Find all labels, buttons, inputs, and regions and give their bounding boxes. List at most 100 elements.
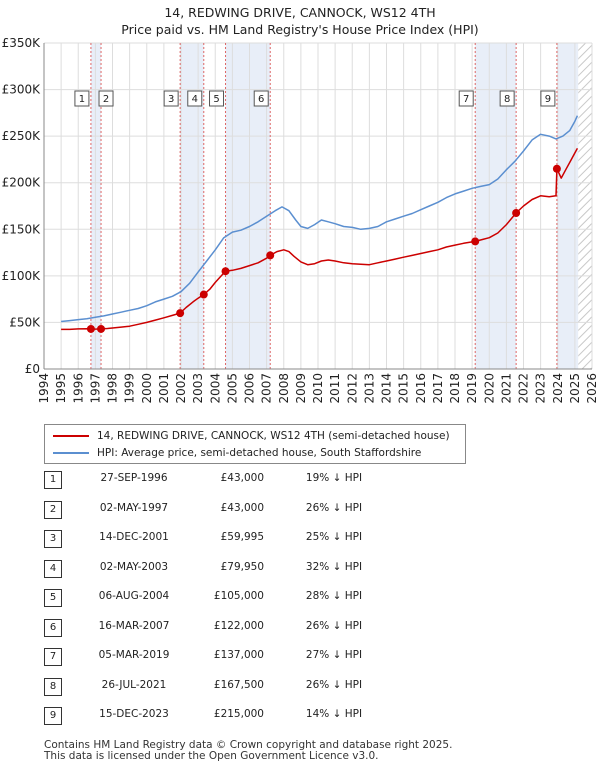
legend-label-price: 14, REDWING DRIVE, CANNOCK, WS12 4TH (se… (97, 430, 450, 442)
x-tick-label: 2024 (551, 373, 565, 404)
sale-number-badge: 8 (44, 677, 62, 696)
sale-marker-label: 8 (504, 94, 510, 105)
hpi-line (61, 115, 579, 323)
sale-price: £59,995 (220, 531, 264, 543)
sale-row: 2 02-MAY-1997 £43,000 26% ↓ HPI (44, 500, 444, 521)
sale-point (266, 251, 275, 260)
y-tick-label: £300K (2, 83, 42, 97)
x-tick-label: 2025 (568, 373, 582, 404)
footer-copyright: Contains HM Land Registry data © Crown c… (44, 739, 453, 751)
sale-marker-label: 3 (168, 94, 174, 105)
sale-marker-box (458, 90, 474, 107)
legend-swatch-price (53, 435, 89, 437)
x-tick-label: 2000 (140, 373, 154, 404)
sale-point (199, 290, 208, 299)
sale-marker-label: 7 (463, 94, 469, 105)
x-tick-label: 2004 (208, 373, 222, 404)
sale-hpi-comparison: 26% ↓ HPI (305, 619, 363, 632)
x-tick-label: 2023 (534, 373, 548, 404)
y-tick-label: £350K (2, 36, 42, 50)
sale-point (86, 324, 95, 333)
sale-marker-label: 9 (545, 94, 551, 105)
sale-hpi-comparison: 32% ↓ HPI (305, 560, 363, 573)
x-tick-label: 2020 (482, 373, 496, 404)
x-tick-label: 2005 (225, 373, 239, 404)
sale-marker-label: 2 (103, 94, 109, 105)
ownership-band (90, 43, 102, 369)
sale-marker-label: 6 (258, 94, 264, 105)
sale-number-badge: 1 (44, 471, 62, 489)
sale-point (552, 164, 561, 173)
sale-price: £215,000 (213, 708, 264, 720)
sale-marker-box (74, 90, 90, 107)
sale-number-badge: 3 (44, 530, 62, 548)
legend-swatch-hpi (53, 452, 89, 454)
x-tick-label: 2018 (448, 373, 462, 404)
sale-hpi-comparison: 14% ↓ HPI (305, 708, 363, 720)
sale-row: 4 02-MAY-2003 £79,950 32% ↓ HPI (44, 559, 444, 580)
sale-hpi-comparison: 25% ↓ HPI (305, 531, 363, 543)
sale-price: £43,000 (220, 501, 264, 514)
sale-date: 16-MAR-2007 (98, 619, 170, 632)
x-tick-label: 2026 (585, 373, 599, 404)
footer-licence: This data is licensed under the Open Gov… (44, 750, 379, 762)
x-tick-label: 2007 (260, 373, 274, 404)
x-tick-label: 1995 (54, 373, 68, 404)
sale-marker-box (209, 90, 225, 107)
sale-price: £122,000 (213, 619, 264, 632)
sale-row: 6 16-MAR-2007 £122,000 26% ↓ HPI (44, 618, 444, 639)
x-tick-label: 2006 (243, 373, 257, 404)
sale-number-badge: 5 (44, 589, 62, 607)
x-tick-label: 1998 (106, 373, 120, 404)
sale-marker-box (253, 90, 269, 107)
x-tick-label: 1996 (71, 373, 85, 404)
sale-date: 14-DEC-2001 (99, 531, 169, 543)
sale-point (512, 208, 521, 217)
sale-number-badge: 6 (44, 618, 62, 637)
chart-title-block: 14, REDWING DRIVE, CANNOCK, WS12 4TH Pri… (0, 4, 600, 38)
chart-title: 14, REDWING DRIVE, CANNOCK, WS12 4TH (164, 5, 436, 20)
sale-marker-label: 1 (79, 94, 85, 105)
x-tick-label: 2010 (311, 373, 325, 404)
x-tick-label: 2002 (174, 373, 188, 404)
x-tick-label: 2014 (380, 373, 394, 404)
sale-number-badge: 4 (44, 559, 62, 578)
y-tick-label: £250K (2, 129, 42, 143)
x-tick-label: 2015 (397, 373, 411, 404)
chart-subtitle: Price paid vs. HM Land Registry's House … (121, 22, 479, 37)
sale-hpi-comparison: 27% ↓ HPI (305, 649, 363, 661)
sale-point (471, 237, 480, 246)
sale-number-badge: 7 (44, 648, 62, 666)
sale-point (176, 309, 185, 318)
sale-hpi-comparison: 28% ↓ HPI (305, 590, 363, 602)
sale-marker-box (540, 90, 556, 107)
sale-hpi-comparison: 19% ↓ HPI (305, 472, 363, 484)
x-tick-label: 2017 (431, 373, 445, 404)
y-tick-label: £200K (2, 176, 42, 190)
x-tick-label: 2013 (362, 373, 376, 404)
sale-date: 06-AUG-2004 (98, 590, 170, 602)
sale-date: 05-MAR-2019 (98, 649, 170, 661)
sale-point (221, 267, 230, 276)
sale-date: 27-SEP-1996 (100, 472, 168, 484)
y-tick-label: £0 (25, 362, 40, 376)
sale-hpi-comparison: 26% ↓ HPI (305, 501, 363, 514)
x-tick-label: 2021 (499, 373, 513, 404)
x-tick-label: 1994 (37, 373, 51, 404)
x-tick-label: 2012 (345, 373, 359, 404)
price-chart: 1 2 3 4 5 6 7 8 9 £0 £50K £100K £150K £200K £250K £300… (2, 36, 599, 404)
sale-price: £43,000 (220, 472, 264, 484)
sale-hpi-comparison: 26% ↓ HPI (305, 678, 363, 691)
sale-marker-box (163, 90, 179, 107)
sale-price: £79,950 (220, 560, 264, 573)
sale-price: £167,500 (213, 678, 264, 691)
x-tick-label: 2011 (328, 373, 342, 404)
x-tick-label: 2009 (294, 373, 308, 404)
x-tick-label: 2003 (191, 373, 205, 404)
sale-date: 26-JUL-2021 (101, 678, 167, 691)
x-tick-label: 2022 (517, 373, 531, 404)
x-tick-label: 2016 (414, 373, 428, 404)
sale-marker-box (98, 90, 114, 107)
sale-number-badge: 9 (44, 707, 62, 725)
sale-marker-label: 4 (192, 94, 198, 105)
